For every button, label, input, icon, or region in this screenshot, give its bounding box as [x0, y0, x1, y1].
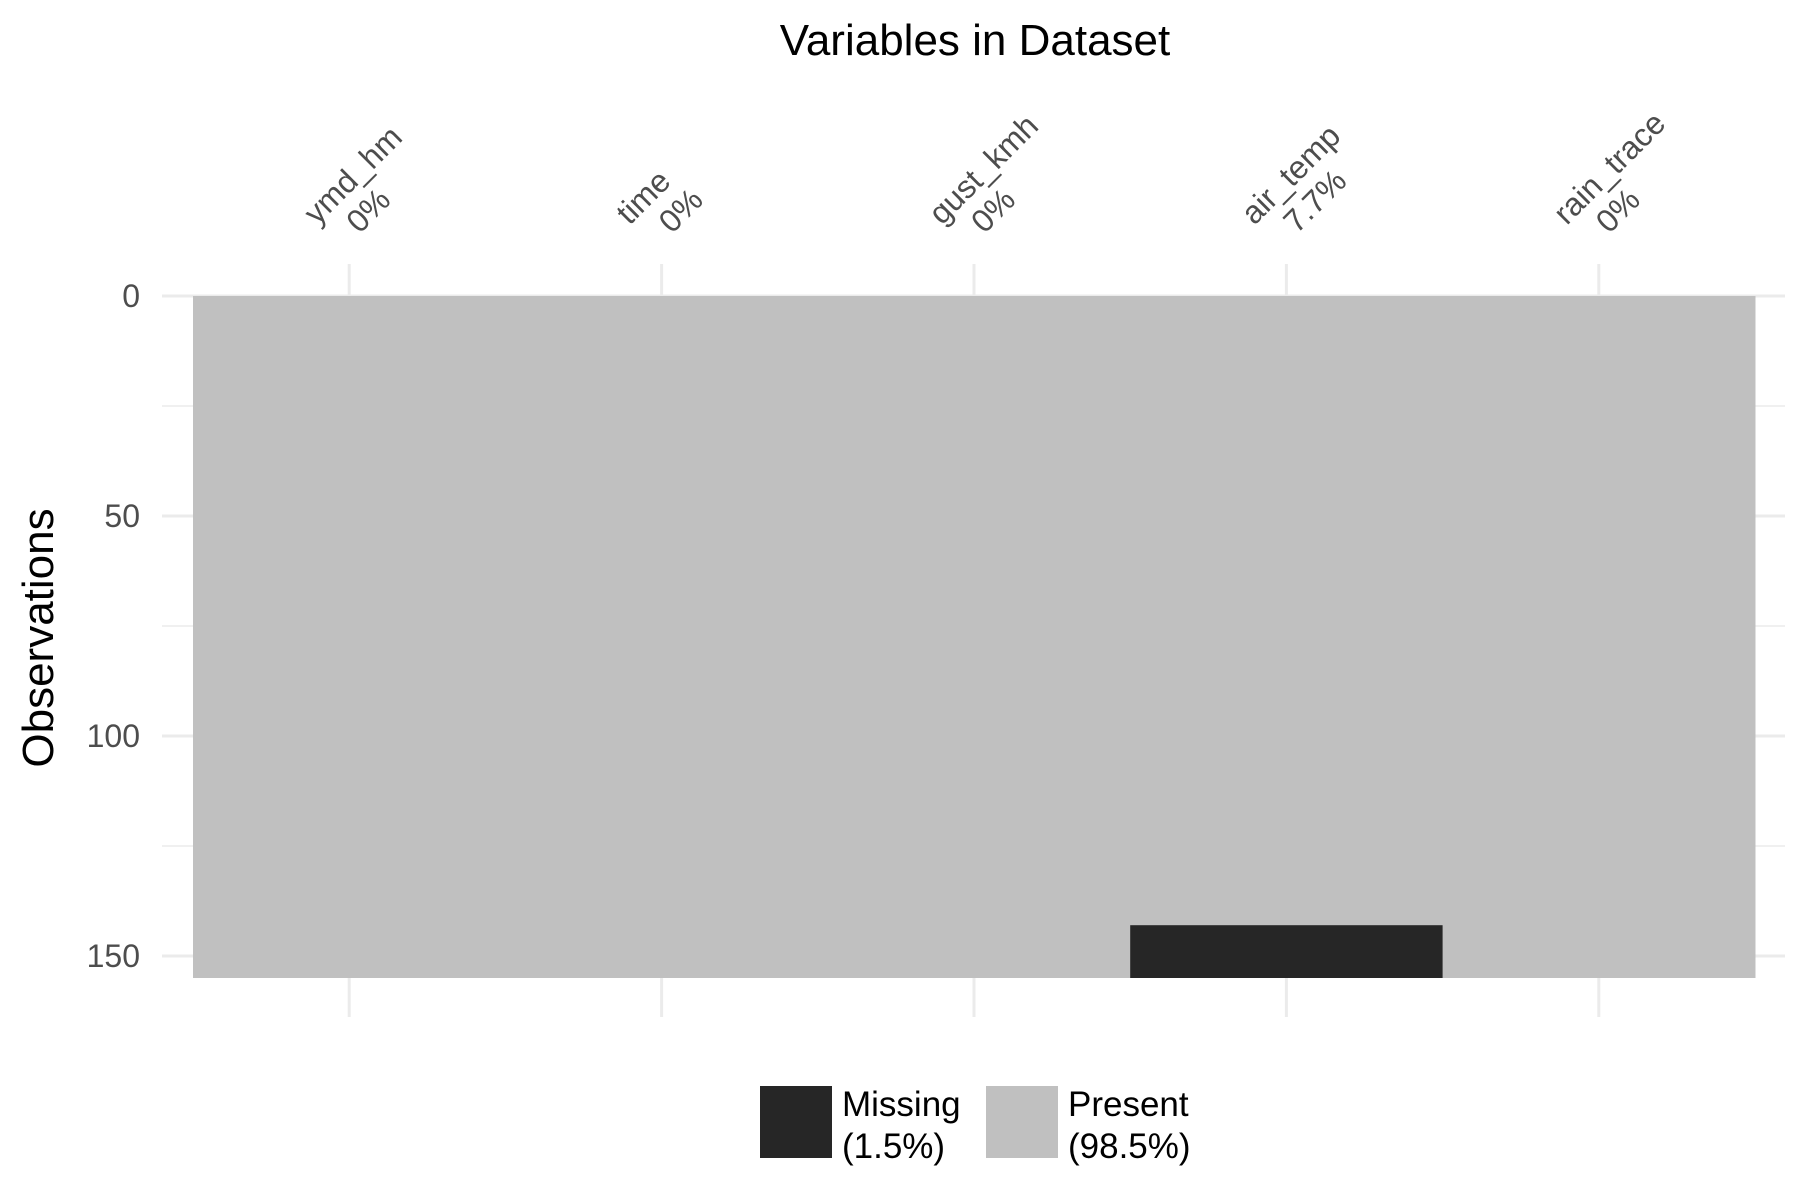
present-tile-ymd_hm [193, 296, 506, 978]
present-tile-air_temp [1130, 296, 1444, 978]
legend-key-missing [760, 1086, 832, 1158]
chart-title: Variables in Dataset [780, 16, 1171, 65]
y-tick-label: 50 [104, 498, 140, 534]
present-tile-gust_kmh [817, 296, 1131, 978]
x-tick-label-ymd_hm: ymd_hm0% [297, 119, 409, 240]
tiles [193, 296, 1756, 978]
legend-percent-missing: (1.5%) [842, 1127, 945, 1166]
present-tile-time [505, 296, 819, 978]
legend: Missing(1.5%) Present(98.5%) [760, 1085, 1191, 1166]
missing-tile-air_temp [1130, 925, 1443, 978]
y-tick-label: 100 [87, 718, 140, 754]
legend-label-missing: Missing [842, 1085, 961, 1124]
legend-key-present [986, 1086, 1058, 1158]
y-tick-labels: 0 50 100 150 [87, 278, 140, 974]
legend-percent-present: (98.5%) [1068, 1127, 1191, 1166]
y-tick-label: 150 [87, 938, 140, 974]
present-tile-rain_trace [1442, 296, 1756, 978]
y-tick-label: 0 [122, 278, 140, 314]
legend-label-present: Present [1068, 1085, 1189, 1124]
y-axis-label: Observations [14, 508, 63, 767]
